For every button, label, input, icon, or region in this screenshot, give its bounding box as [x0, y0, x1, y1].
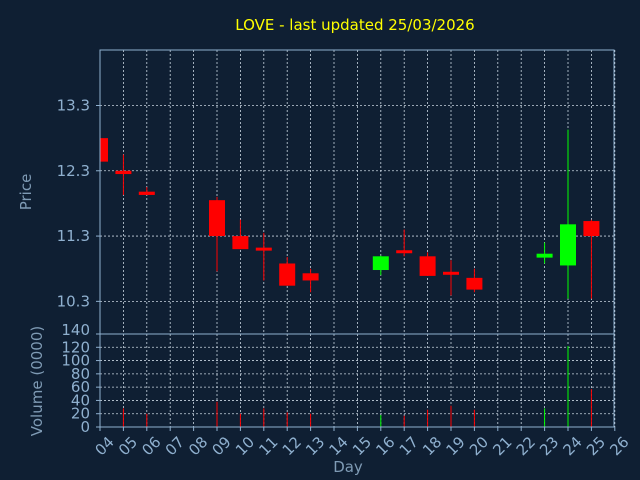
price-tick-label: 11.3 — [57, 227, 90, 245]
candle-body — [396, 250, 413, 254]
candle-body — [232, 236, 249, 250]
volume-tick-label: 120 — [61, 338, 90, 356]
x-axis-label: Day — [333, 458, 363, 476]
candle-body — [255, 247, 272, 251]
volume-tick-label: 40 — [71, 391, 90, 409]
candle-body — [279, 263, 296, 286]
price-tick-label: 12.3 — [57, 162, 90, 180]
candle-body — [209, 200, 225, 237]
candle-body — [100, 138, 108, 162]
candle-body — [419, 256, 436, 276]
volume-tick-label: 80 — [71, 365, 90, 383]
candle-body — [583, 221, 600, 237]
price-axis-label: Price — [17, 174, 35, 211]
candle-body — [466, 277, 483, 290]
volume-axis-label: Volume (0000) — [28, 326, 46, 436]
candle-body — [536, 253, 553, 258]
volume-tick-label: 140 — [61, 321, 90, 339]
volume-bars — [122, 345, 592, 427]
volume-tick-label: 0 — [80, 418, 90, 436]
chart-title: LOVE - last updated 25/03/2026 — [235, 16, 474, 34]
price-tick-labels: 13.3 12.3 11.3 10.3 — [57, 96, 100, 310]
candle-body — [372, 256, 389, 271]
candle-body — [560, 224, 576, 266]
candles — [99, 129, 600, 299]
candle-body — [138, 191, 155, 195]
candle-body — [302, 273, 319, 281]
volume-tick-label: 20 — [71, 405, 90, 423]
volume-tick-label: 60 — [71, 378, 90, 396]
price-tick-label: 13.3 — [57, 96, 90, 114]
price-tick-label: 10.3 — [57, 292, 90, 310]
candle-body — [443, 271, 459, 275]
candle-body — [115, 170, 132, 175]
volume-tick-label: 100 — [61, 352, 90, 370]
